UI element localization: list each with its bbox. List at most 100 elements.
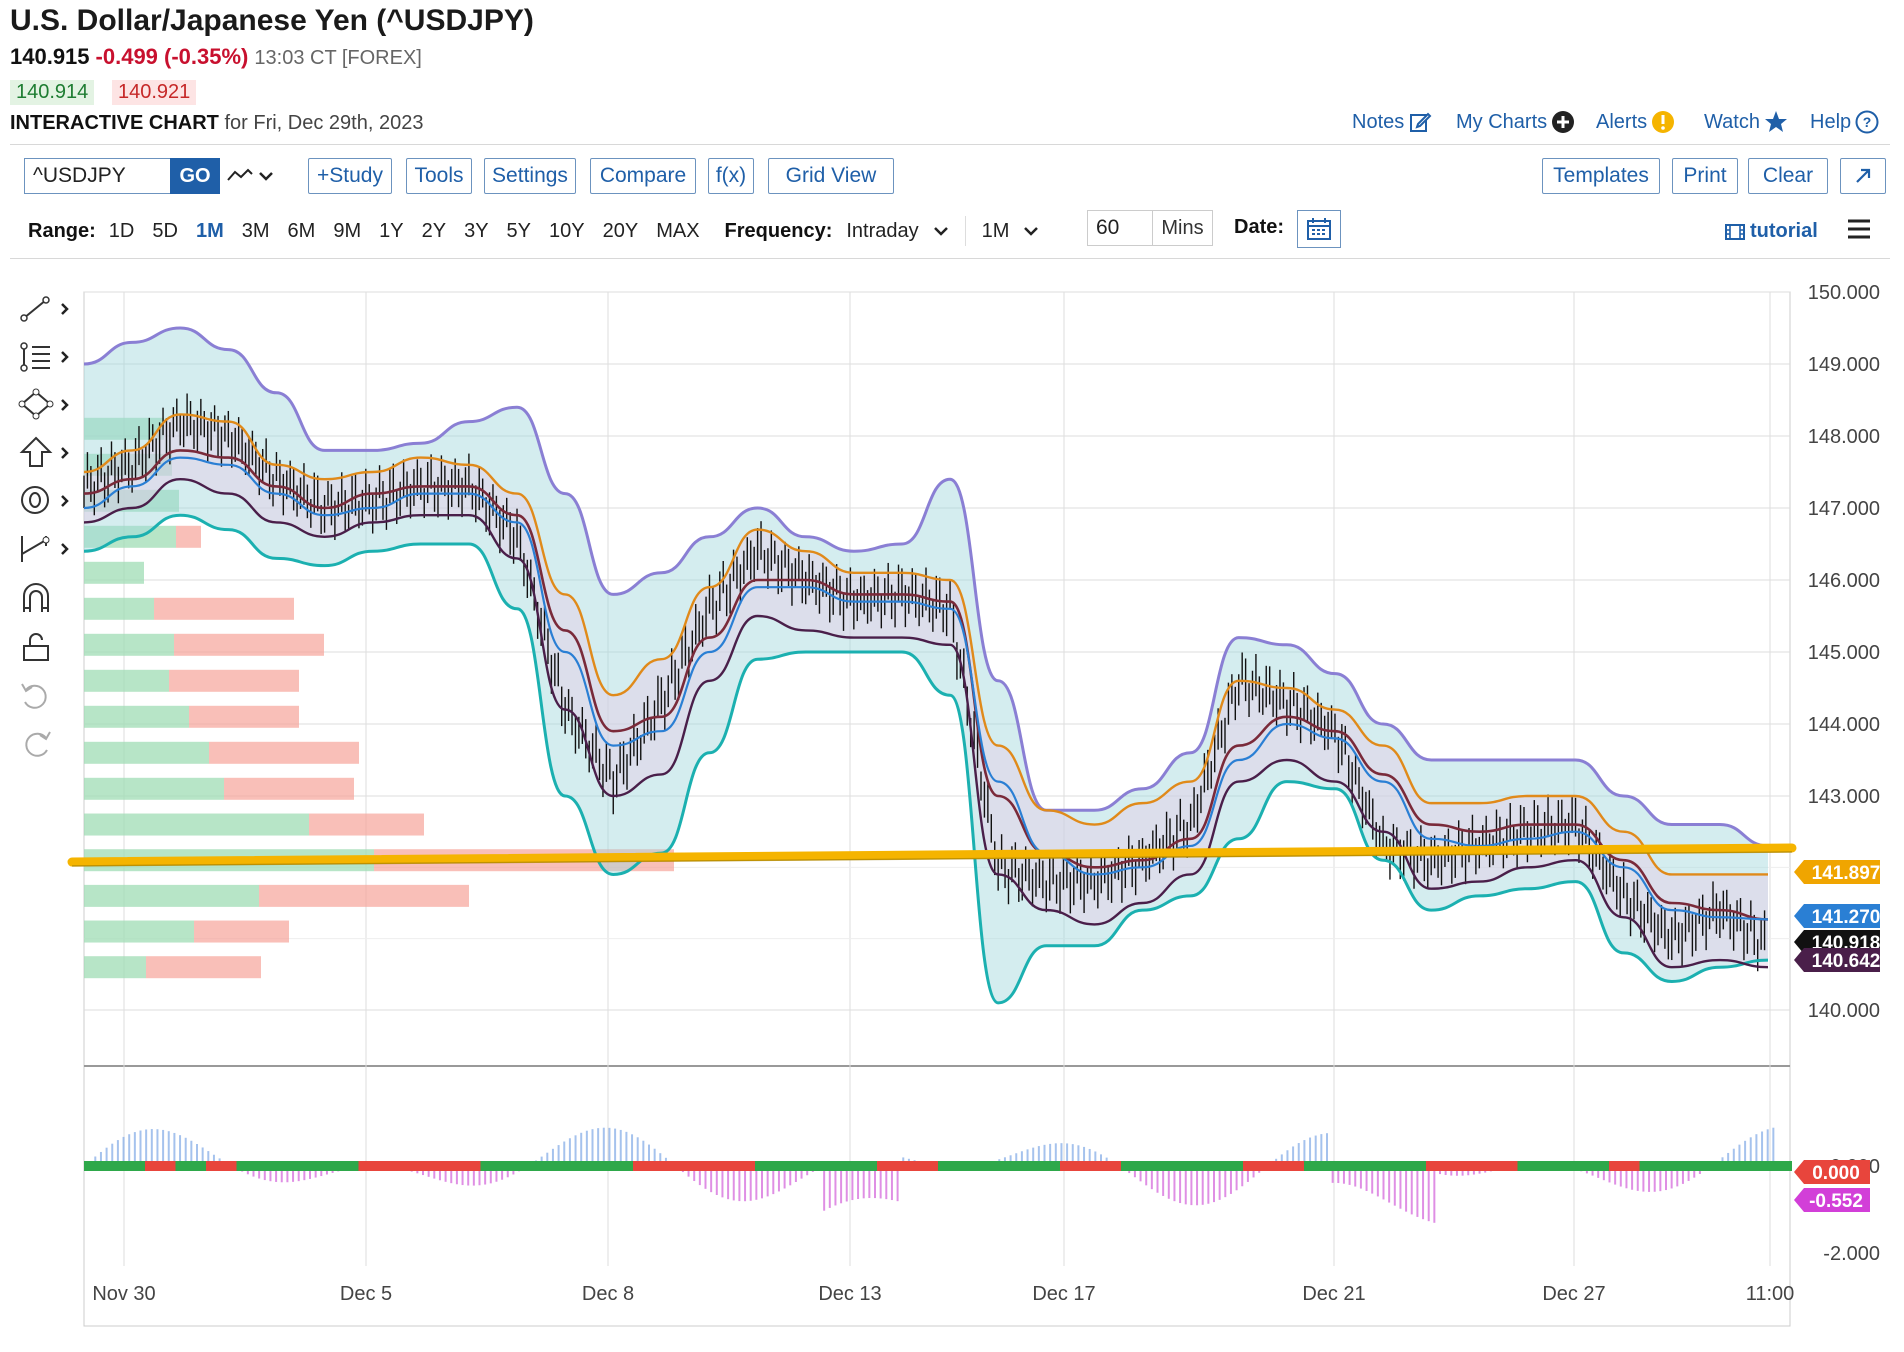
arrow-tool[interactable] bbox=[18, 432, 70, 472]
band-fill bbox=[84, 328, 1768, 1003]
x-tick-label: Dec 13 bbox=[818, 1283, 881, 1305]
divider bbox=[10, 258, 1890, 259]
fib-tool[interactable] bbox=[18, 336, 70, 376]
notes-link[interactable]: Notes bbox=[1352, 110, 1432, 134]
chart-label: INTERACTIVE CHART bbox=[10, 112, 219, 134]
range-max[interactable]: MAX bbox=[656, 219, 700, 242]
range-5y[interactable]: 5Y bbox=[506, 219, 532, 242]
indicator-line bbox=[83, 477, 1769, 969]
y-tick-label: 144.000 bbox=[1808, 714, 1880, 736]
gridview-button[interactable]: Grid View bbox=[768, 158, 894, 194]
volume-down-bar bbox=[309, 813, 424, 836]
compare-button[interactable]: Compare bbox=[590, 158, 696, 194]
minutes-input[interactable]: 60 bbox=[1087, 210, 1153, 246]
indicator-line bbox=[83, 456, 1769, 921]
range-bar: Range: 1D 5D 1M 3M 6M 9M 1Y 2Y 3Y 5Y 10Y… bbox=[28, 216, 1039, 246]
osc-label: 0.000 bbox=[1812, 1163, 1860, 1184]
chart-type-dropdown[interactable] bbox=[226, 160, 282, 192]
arrow-up-icon bbox=[19, 436, 69, 467]
templates-button[interactable]: Templates bbox=[1542, 158, 1660, 194]
line-chart-icon bbox=[227, 168, 253, 181]
range-2y[interactable]: 2Y bbox=[421, 219, 447, 242]
indicator-line bbox=[83, 326, 1769, 848]
expand-icon bbox=[1856, 168, 1871, 183]
chart-grid bbox=[83, 291, 1791, 1327]
alerts-link[interactable]: Alerts bbox=[1596, 110, 1675, 134]
range-9m[interactable]: 9M bbox=[333, 219, 362, 242]
osc-label: -0.552 bbox=[1809, 1191, 1863, 1212]
volume-up-bar bbox=[84, 417, 164, 440]
divider bbox=[964, 216, 966, 246]
range-5d[interactable]: 5D bbox=[152, 219, 178, 242]
help-link[interactable]: Help ? bbox=[1810, 110, 1879, 134]
period-dropdown[interactable]: 1M bbox=[982, 220, 1040, 243]
polygon-icon bbox=[18, 388, 69, 420]
chart-heading: INTERACTIVE CHART for Fri, Dec 29th, 202… bbox=[10, 112, 423, 135]
circle-zero-icon bbox=[21, 486, 69, 514]
frequency-dropdown[interactable]: Intraday bbox=[846, 220, 948, 243]
tutorial-link[interactable]: tutorial bbox=[1724, 220, 1818, 243]
settings-button[interactable]: Settings bbox=[484, 158, 576, 194]
quote-line: 140.915 -0.499 (-0.35%) 13:03 CT [FOREX] bbox=[10, 44, 422, 70]
undo-button[interactable] bbox=[18, 676, 70, 716]
study-button[interactable]: +Study bbox=[308, 158, 392, 194]
price-label: 141.897 bbox=[1812, 863, 1881, 884]
quote-time: 13:03 CT [FOREX] bbox=[254, 47, 422, 69]
print-button[interactable]: Print bbox=[1672, 158, 1738, 194]
range-1d[interactable]: 1D bbox=[108, 219, 135, 242]
volume-down-bar bbox=[194, 920, 289, 943]
fx-button[interactable]: f(x) bbox=[708, 158, 754, 194]
price-label-bg bbox=[1794, 948, 1880, 972]
magnet-icon bbox=[23, 583, 49, 612]
range-3m[interactable]: 3M bbox=[241, 219, 270, 242]
y-tick-label: 148.000 bbox=[1808, 426, 1880, 448]
volume-down-bar bbox=[189, 705, 299, 728]
range-label: Range: bbox=[28, 219, 96, 242]
lock-tool[interactable] bbox=[18, 626, 70, 666]
range-3y[interactable]: 3Y bbox=[464, 219, 489, 242]
y-tick-label: 143.000 bbox=[1808, 786, 1880, 808]
volume-down-bar bbox=[259, 884, 469, 907]
y-tick-label: 140.000 bbox=[1808, 1000, 1880, 1022]
measure-tool[interactable] bbox=[18, 528, 70, 568]
shape-tool[interactable] bbox=[18, 384, 70, 424]
range-20y[interactable]: 20Y bbox=[602, 219, 639, 242]
notes-label: Notes bbox=[1352, 110, 1405, 133]
range-10y[interactable]: 10Y bbox=[549, 219, 585, 242]
menu-button[interactable] bbox=[1846, 218, 1872, 245]
svg-text:?: ? bbox=[1863, 114, 1872, 130]
x-axis: Nov 30 Dec 5 Dec 8 Dec 13 Dec 17 Dec 21 Dec 27… bbox=[92, 1283, 1794, 1305]
range-6m[interactable]: 6M bbox=[287, 219, 316, 242]
volume-down-bar bbox=[146, 956, 261, 979]
tools-button[interactable]: Tools bbox=[406, 158, 472, 194]
redo-button[interactable] bbox=[18, 724, 70, 764]
magnet-tool[interactable] bbox=[18, 578, 70, 618]
clear-button[interactable]: Clear bbox=[1748, 158, 1828, 194]
horizontal-trendline[interactable] bbox=[67, 843, 1797, 867]
price-label-bg bbox=[1794, 904, 1880, 928]
expand-button[interactable] bbox=[1840, 158, 1886, 194]
range-1y[interactable]: 1Y bbox=[379, 219, 404, 242]
indicator-line bbox=[83, 413, 1768, 876]
symbol-input[interactable] bbox=[24, 158, 170, 194]
mycharts-link[interactable]: My Charts bbox=[1456, 110, 1575, 134]
volume-up-bar bbox=[84, 669, 169, 692]
trendline-icon bbox=[20, 296, 69, 322]
x-tick-label: Nov 30 bbox=[92, 1283, 155, 1305]
text-tool[interactable] bbox=[18, 480, 70, 520]
go-button[interactable]: GO bbox=[170, 158, 220, 194]
y-axis: 150.000 149.000 148.000 147.000 146.000 145.0… bbox=[1808, 282, 1880, 1022]
calendar-icon bbox=[1307, 218, 1331, 240]
range-1m[interactable]: 1M bbox=[195, 219, 224, 242]
watch-link[interactable]: Watch bbox=[1704, 110, 1788, 134]
volume-up-bar bbox=[84, 633, 174, 656]
volume-down-bar bbox=[174, 633, 324, 656]
volume-up-bar bbox=[84, 705, 189, 728]
trendline-tool[interactable] bbox=[18, 288, 70, 328]
date-picker[interactable] bbox=[1297, 210, 1341, 248]
help-label: Help bbox=[1810, 110, 1852, 133]
chevron-down-icon bbox=[1024, 227, 1039, 236]
unlock-icon bbox=[23, 633, 49, 661]
